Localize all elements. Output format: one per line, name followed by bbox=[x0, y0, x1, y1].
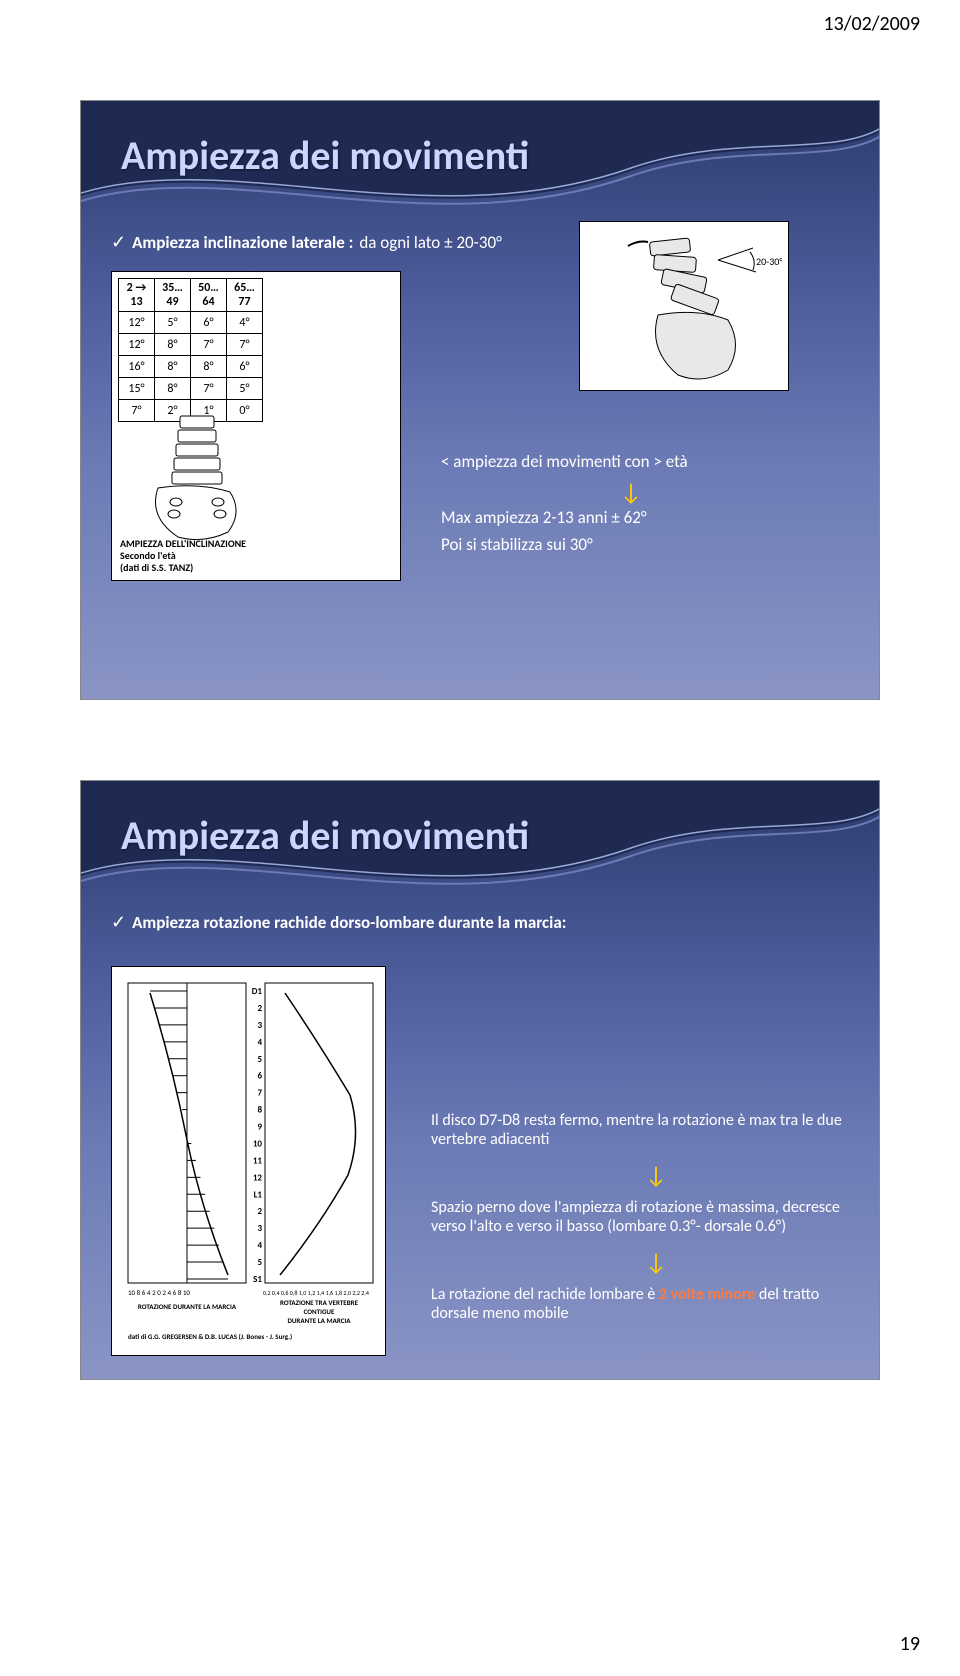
t-r2c4: 7° bbox=[227, 334, 263, 356]
age-col-1: 2 → 13 bbox=[119, 279, 155, 312]
svg-text:4: 4 bbox=[257, 1240, 262, 1251]
svg-text:2: 2 bbox=[257, 1003, 262, 1014]
slide-1-content: ✓ Ampiezza inclinazione laterale : da og… bbox=[111, 231, 849, 679]
header-date: 13/02/2009 bbox=[823, 12, 920, 36]
svg-text:5: 5 bbox=[257, 1054, 262, 1065]
t-r1c1: 12° bbox=[119, 312, 155, 334]
check-icon: ✓ bbox=[111, 911, 126, 933]
svg-text:L1: L1 bbox=[254, 1189, 263, 1200]
svg-text:11: 11 bbox=[253, 1155, 263, 1166]
svg-text:S1: S1 bbox=[253, 1274, 262, 1285]
fig-caption-right-2: CONTIGUE bbox=[304, 1307, 335, 1316]
t-r3c4: 6° bbox=[227, 356, 263, 378]
incl-label: Ampiezza inclinazione laterale : bbox=[132, 232, 353, 253]
slide-1: Ampiezza dei movimenti ✓ Ampiezza inclin… bbox=[80, 100, 880, 700]
svg-text:9: 9 bbox=[257, 1122, 262, 1133]
fig-caption-left: ROTAZIONE DURANTE LA MARCIA bbox=[138, 1302, 237, 1311]
table-sub2: (dati di S.S. TANZ) bbox=[120, 562, 246, 574]
page-number: 19 bbox=[900, 1632, 920, 1656]
svg-text:3: 3 bbox=[257, 1020, 262, 1031]
note-3: Poi si stabilizza sui 30° bbox=[441, 534, 821, 555]
slide-2-content: ✓ Ampiezza rotazione rachide dorso-lomba… bbox=[111, 911, 849, 1359]
spine-angle-label: 20-30° bbox=[756, 255, 782, 268]
age-col-3: 50…64 bbox=[191, 279, 227, 312]
svg-text:3: 3 bbox=[257, 1223, 262, 1234]
t-r3c2: 8° bbox=[155, 356, 191, 378]
svg-text:2: 2 bbox=[257, 1206, 262, 1217]
block-2: Spazio perno dove l'ampiezza di rotazion… bbox=[431, 1198, 861, 1236]
svg-text:D1: D1 bbox=[252, 986, 263, 997]
rotation-label: Ampiezza rotazione rachide dorso-lombare… bbox=[132, 912, 566, 933]
svg-text:6: 6 bbox=[257, 1071, 262, 1082]
spine-figure: 20-30° bbox=[579, 221, 789, 391]
svg-text:8: 8 bbox=[257, 1105, 262, 1116]
block-3a: La rotazione del rachide lombare è bbox=[431, 1285, 659, 1304]
t-r2c1: 12° bbox=[119, 334, 155, 356]
slide-2: Ampiezza dei movimenti ✓ Ampiezza rotazi… bbox=[80, 780, 880, 1380]
inclination-table: 2 → 13 35…49 50…64 65…77 12°5°6°4° 12°8°… bbox=[118, 278, 263, 422]
t-r4c3: 7° bbox=[191, 378, 227, 400]
age-col-4: 65…77 bbox=[227, 279, 263, 312]
arrow-down-icon: ↓ bbox=[441, 478, 821, 507]
block-1: Il disco D7-D8 resta fermo, mentre la ro… bbox=[431, 1111, 861, 1149]
slide-1-title: Ampiezza dei movimenti bbox=[121, 131, 529, 180]
t-r4c1: 15° bbox=[119, 378, 155, 400]
incl-value: da ogni lato ± 20-30° bbox=[359, 232, 502, 253]
slide-2-headline: ✓ Ampiezza rotazione rachide dorso-lomba… bbox=[111, 911, 849, 933]
note-1: < ampiezza dei movimenti con > età bbox=[441, 451, 821, 472]
block-3: La rotazione del rachide lombare è 2 vol… bbox=[431, 1285, 861, 1323]
fig-credits: dati di G.G. GREGERSEN & D.B. LUCAS (J. … bbox=[128, 1332, 292, 1341]
svg-text:5: 5 bbox=[257, 1257, 262, 1268]
t-r2c2: 8° bbox=[155, 334, 191, 356]
arrow-down-icon: ↓ bbox=[451, 1248, 861, 1277]
slide-2-title: Ampiezza dei movimenti bbox=[121, 811, 529, 860]
svg-text:4: 4 bbox=[257, 1037, 262, 1048]
rotation-figure: D1 2 3 4 5 6 7 8 9 10 11 12 L1 2 3 4 5 S1 10 8 6 4 2 0 2 … bbox=[111, 966, 386, 1356]
slide-2-notes: Il disco D7-D8 resta fermo, mentre la ro… bbox=[431, 1111, 861, 1335]
block-3-accent: 2 volte minore bbox=[659, 1285, 755, 1304]
t-r4c4: 5° bbox=[227, 378, 263, 400]
t-r1c3: 6° bbox=[191, 312, 227, 334]
fig-xlabels-left: 10 8 6 4 2 0 2 4 6 8 10 bbox=[128, 1288, 190, 1297]
t-r3c1: 16° bbox=[119, 356, 155, 378]
t-r3c3: 8° bbox=[191, 356, 227, 378]
slide-1-notes: < ampiezza dei movimenti con > età ↓ Max… bbox=[441, 451, 821, 561]
svg-text:7: 7 bbox=[257, 1088, 262, 1099]
age-col-2: 35…49 bbox=[155, 279, 191, 312]
note-2: Max ampiezza 2-13 anni ± 62° bbox=[441, 507, 821, 528]
t-r1c4: 4° bbox=[227, 312, 263, 334]
check-icon: ✓ bbox=[111, 231, 126, 253]
svg-text:12: 12 bbox=[253, 1172, 263, 1183]
fig-xlabels-right: 0,2 0,4 0,6 0,8 1,0 1,2 1,4 1,6 1,8 2,0 … bbox=[263, 1289, 369, 1297]
fig-caption-right-3: DURANTE LA MARCIA bbox=[287, 1316, 351, 1325]
t-r4c2: 8° bbox=[155, 378, 191, 400]
inclination-table-figure: 2 → 13 35…49 50…64 65…77 12°5°6°4° 12°8°… bbox=[111, 271, 401, 581]
arrow-down-icon: ↓ bbox=[451, 1161, 861, 1190]
fig-caption-right-1: ROTAZIONE TRA VERTEBRE bbox=[280, 1298, 359, 1307]
t-r2c3: 7° bbox=[191, 334, 227, 356]
t-r1c2: 5° bbox=[155, 312, 191, 334]
svg-text:10: 10 bbox=[253, 1138, 263, 1149]
